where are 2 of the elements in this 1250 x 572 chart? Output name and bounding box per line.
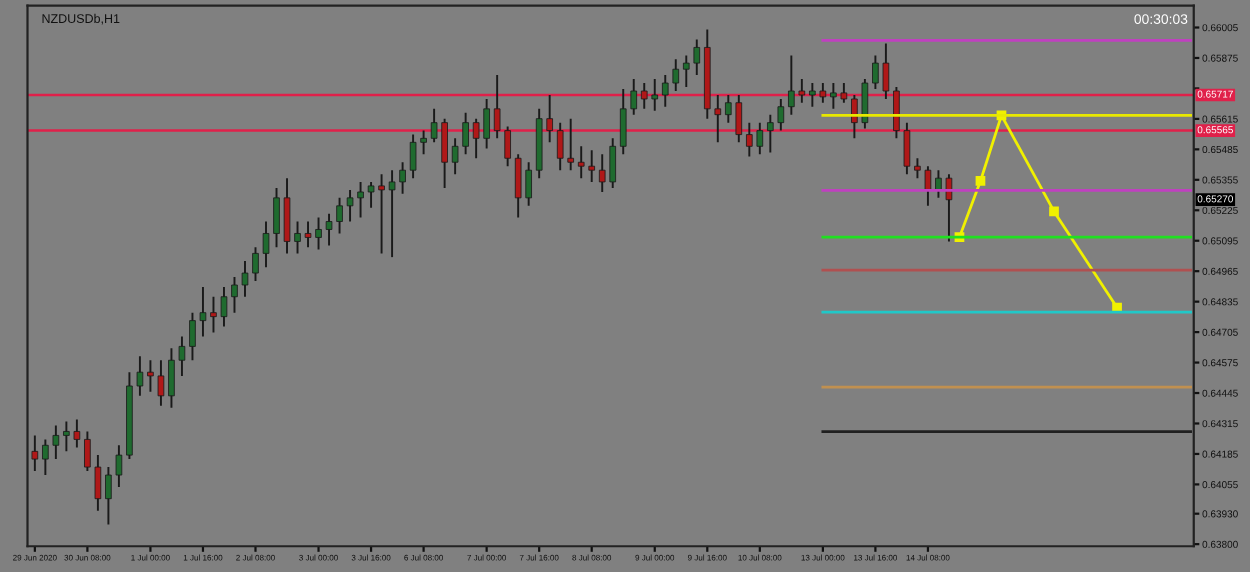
- point: [1049, 206, 1059, 217]
- point: [975, 176, 986, 186]
